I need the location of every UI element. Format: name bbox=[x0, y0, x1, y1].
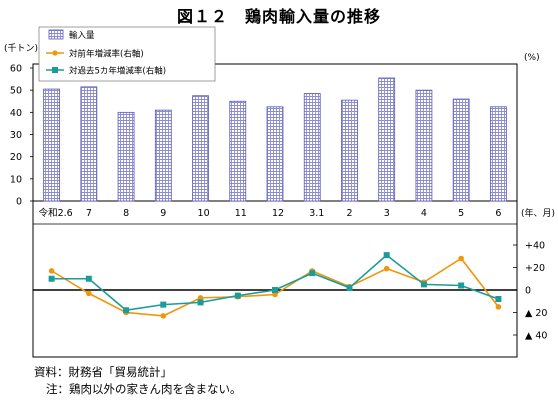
right-axis-unit: (%) bbox=[524, 53, 540, 63]
series-point bbox=[197, 299, 204, 306]
series-point bbox=[85, 275, 92, 282]
x-tick-label: 5 bbox=[458, 208, 464, 219]
y-tick-label: 50 bbox=[10, 86, 22, 97]
bar bbox=[341, 99, 358, 202]
legend-label: 輸入量 bbox=[69, 30, 95, 41]
series-point bbox=[197, 295, 204, 301]
y2-tick-label: +40 bbox=[525, 241, 545, 252]
series-point bbox=[346, 284, 353, 291]
y-tick-label: 20 bbox=[10, 152, 22, 163]
series-point bbox=[458, 282, 465, 289]
x-tick-label: 4 bbox=[421, 208, 427, 219]
x-tick-label: 11 bbox=[235, 208, 247, 219]
series-point bbox=[383, 265, 390, 272]
series-point bbox=[123, 307, 130, 314]
x-tick-label: 7 bbox=[86, 208, 92, 219]
bar bbox=[452, 98, 470, 202]
plot-frame bbox=[32, 63, 518, 358]
x-tick-label: 3.1 bbox=[309, 208, 324, 219]
bar bbox=[303, 93, 321, 202]
bar bbox=[229, 100, 247, 202]
x-tick-label: 3 bbox=[384, 208, 390, 219]
bar bbox=[117, 111, 135, 202]
bar bbox=[489, 106, 507, 202]
legend-label: 対過去5カ年増減率(右軸) bbox=[69, 66, 166, 77]
bar bbox=[266, 106, 284, 202]
legend-bar-swatch bbox=[48, 29, 64, 40]
y-tick-label: 30 bbox=[10, 130, 22, 141]
x-tick-label: 令和2.6 bbox=[39, 207, 73, 219]
y-tick-label: 10 bbox=[10, 174, 22, 185]
series-point bbox=[234, 292, 241, 299]
y-tick-label: 0 bbox=[16, 197, 22, 208]
footnote: 注：鶏肉以外の家きん肉を含まない。 bbox=[46, 382, 242, 396]
series-point bbox=[495, 296, 502, 302]
series-point bbox=[160, 301, 167, 308]
y2-tick-label: +20 bbox=[525, 263, 545, 274]
x-tick-label: 12 bbox=[272, 208, 284, 219]
series-point bbox=[48, 275, 55, 282]
y-tick-label: 40 bbox=[10, 108, 22, 119]
legend-label: 対前年増減率(右軸) bbox=[69, 49, 144, 60]
left-axis-unit: (千トン) bbox=[4, 43, 38, 54]
series-point bbox=[383, 252, 390, 259]
series-point bbox=[160, 313, 167, 319]
series-point bbox=[458, 255, 464, 262]
y2-tick-label: ▲ 20 bbox=[525, 308, 547, 319]
bar bbox=[192, 95, 209, 202]
x-axis-unit: (年、月) bbox=[521, 207, 555, 219]
bar bbox=[80, 86, 98, 202]
series-point bbox=[86, 290, 92, 297]
series-point bbox=[272, 287, 278, 293]
x-tick-label: 8 bbox=[123, 208, 129, 219]
bar bbox=[415, 89, 433, 202]
series-point bbox=[272, 291, 278, 298]
x-tick-label: 10 bbox=[198, 208, 210, 219]
chart-title: 図１２ 鶏肉輸入量の推移 bbox=[176, 7, 381, 26]
legend-marker bbox=[52, 67, 58, 73]
x-tick-label: 6 bbox=[495, 208, 501, 219]
legend-marker bbox=[52, 50, 58, 56]
y-tick-label: 60 bbox=[10, 64, 22, 75]
bar bbox=[43, 88, 61, 202]
bar bbox=[154, 109, 172, 202]
y2-tick-label: 0 bbox=[525, 286, 531, 297]
legend-box bbox=[38, 26, 216, 82]
series-line bbox=[51, 254, 499, 312]
series-point bbox=[420, 281, 427, 288]
y2-tick-label: ▲ 40 bbox=[525, 331, 547, 342]
series-point bbox=[495, 304, 502, 310]
series-point bbox=[309, 270, 316, 277]
series-point bbox=[48, 268, 55, 274]
source-note: 資料：財務省「貿易統計」 bbox=[34, 365, 172, 379]
x-tick-label: 9 bbox=[160, 208, 166, 219]
bar bbox=[378, 77, 396, 202]
x-tick-label: 2 bbox=[346, 208, 352, 219]
